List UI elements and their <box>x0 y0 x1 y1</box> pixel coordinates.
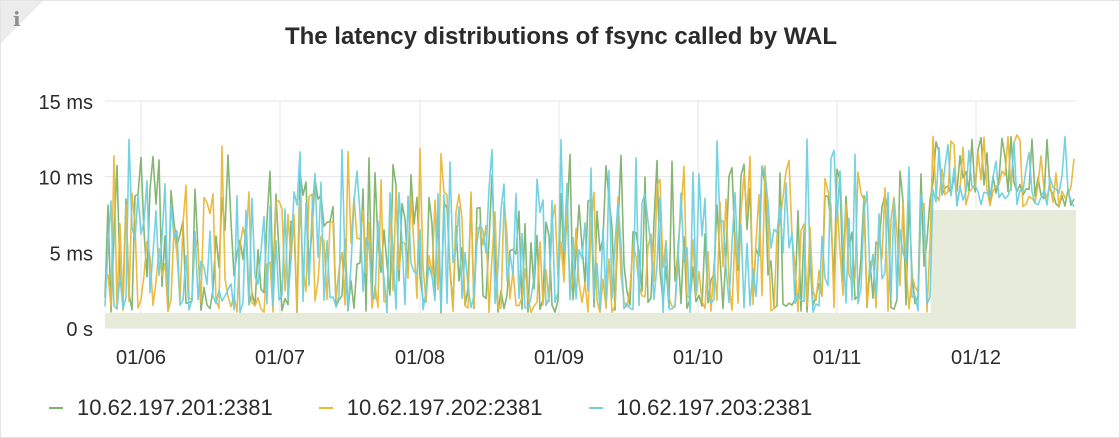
chart-plot: 0 s 5 ms 10 ms 15 ms 01/06 01/07 01/08 01/09 01/… <box>39 92 1076 369</box>
legend-label-3: 10.62.197.203:2381 <box>616 395 813 420</box>
y-tick-label: 15 ms <box>39 92 93 114</box>
info-corner[interactable] <box>1 1 43 43</box>
chart-title: The latency distributions of fsync calle… <box>284 23 838 50</box>
legend-item-series-3[interactable]: 10.62.197.203:2381 <box>588 395 813 421</box>
latency-area-fill <box>105 209 1076 328</box>
legend-label-1: 10.62.197.201:2381 <box>77 395 273 420</box>
x-tick-label: 01/11 <box>813 347 862 369</box>
legend-label-2: 10.62.197.202:2381 <box>346 395 543 420</box>
x-tick-label: 01/07 <box>255 347 305 369</box>
x-tick-label: 01/10 <box>673 347 723 369</box>
legend-item-series-2[interactable]: 10.62.197.202:2381 <box>318 395 543 421</box>
series-line-3 <box>104 136 1075 314</box>
legend-swatch-2 <box>318 407 333 409</box>
x-tick-label: 01/09 <box>534 347 584 369</box>
x-tick-label: 01/12 <box>951 347 1001 369</box>
info-icon[interactable]: i <box>13 7 21 31</box>
y-tick-label: 5 ms <box>50 243 93 265</box>
legend-item-series-1[interactable]: 10.62.197.201:2381 <box>49 395 273 421</box>
y-tick-label: 0 s <box>66 319 93 341</box>
x-tick-label: 01/08 <box>395 347 445 369</box>
x-tick-label: 01/06 <box>116 347 166 369</box>
legend-swatch-1 <box>49 407 63 409</box>
legend-swatch-3 <box>588 407 603 409</box>
y-tick-label: 10 ms <box>39 168 93 190</box>
chart-legend: 10.62.197.201:2381 10.62.197.202:2381 10… <box>49 395 812 421</box>
